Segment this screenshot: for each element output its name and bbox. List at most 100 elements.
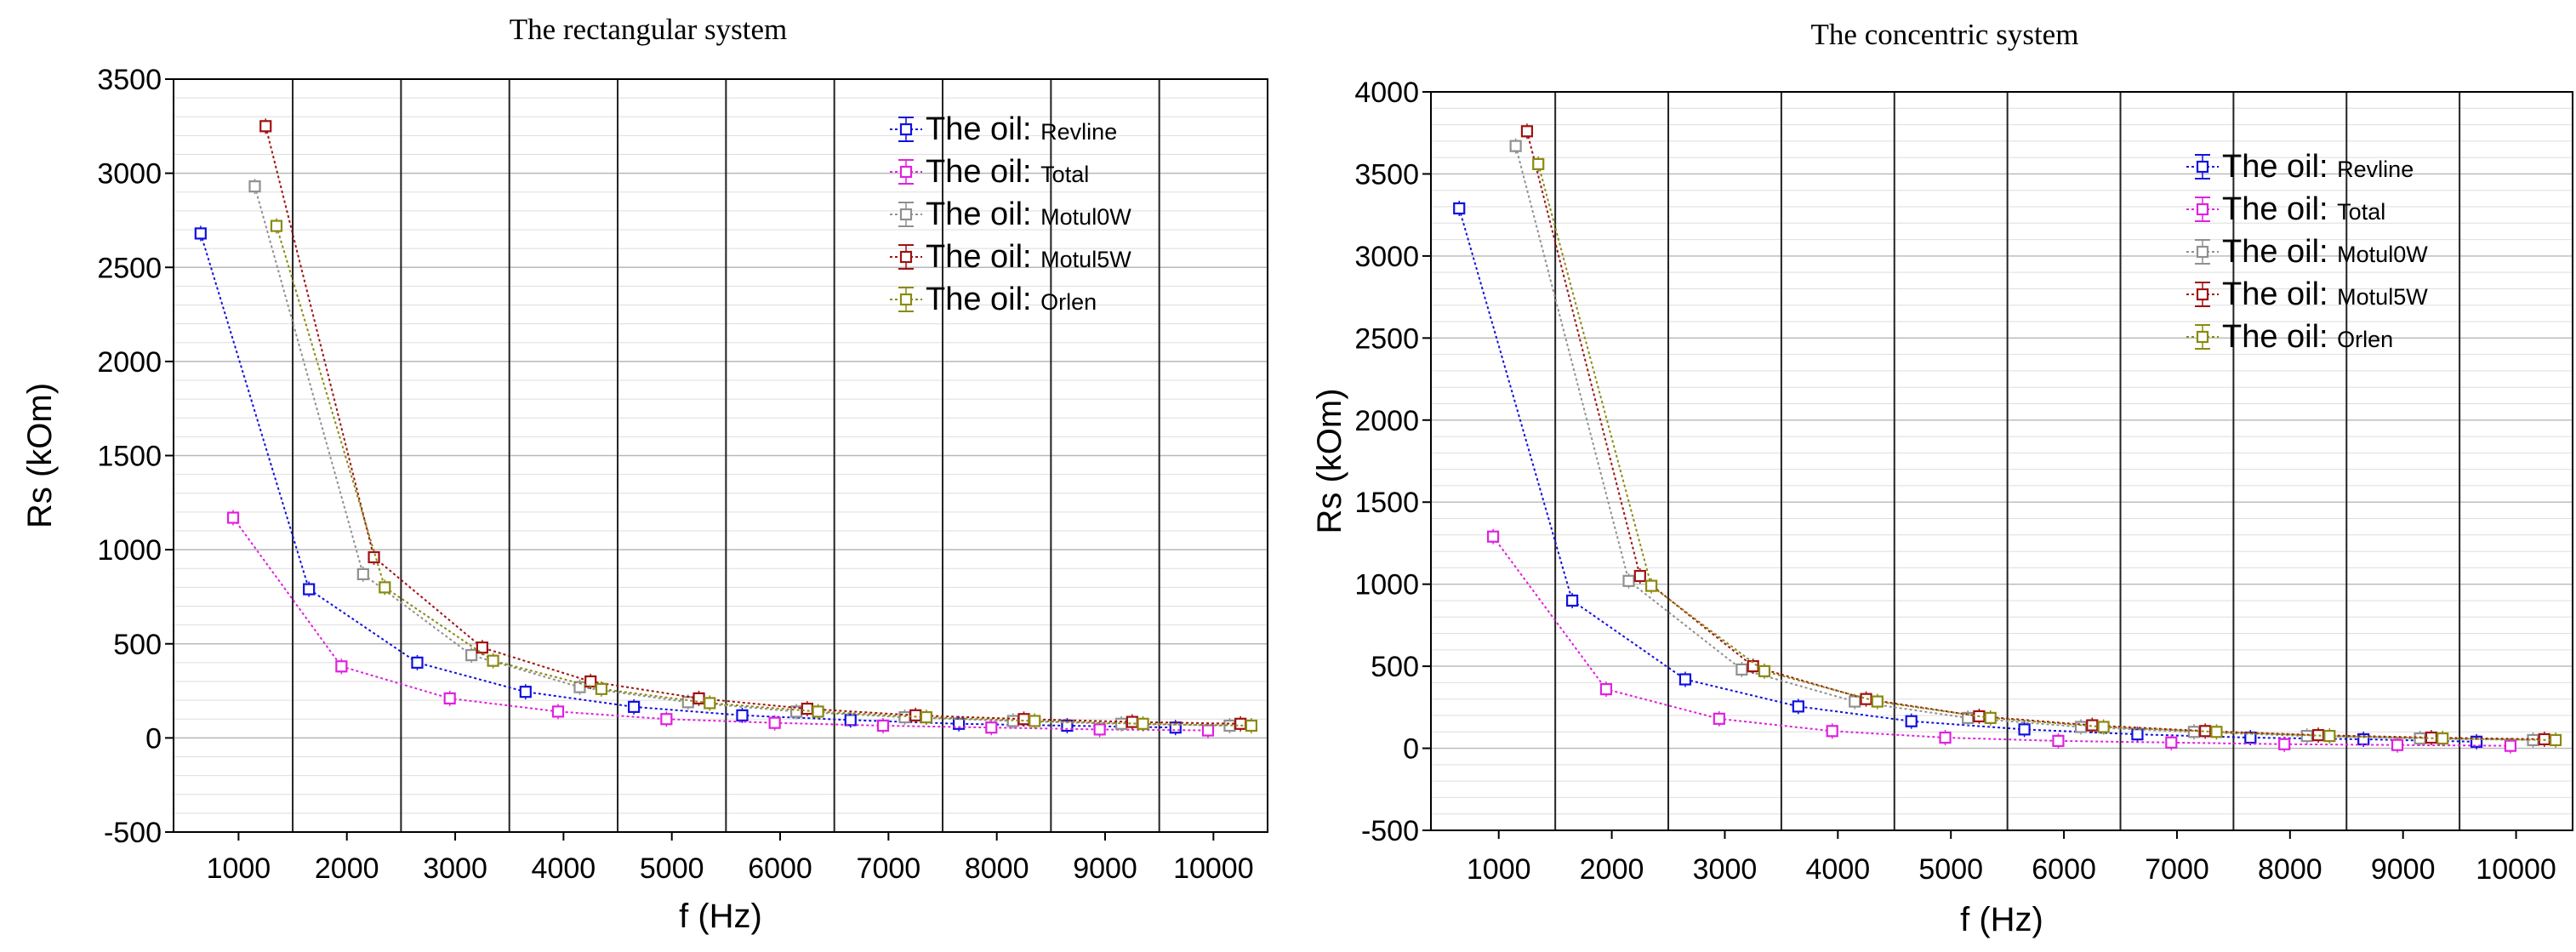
- data-point: [2187, 726, 2200, 738]
- x-tick-label: 7000: [2145, 853, 2209, 886]
- data-point: [303, 583, 316, 596]
- data-point: [2210, 726, 2223, 738]
- legend-label: The oil: Orlen: [2222, 319, 2393, 355]
- legend-series-name: Total: [2337, 199, 2385, 225]
- legend-series-name: Motul5W: [2337, 284, 2428, 310]
- legend-label: The oil: Motul0W: [926, 197, 1131, 232]
- legend-marker: [899, 165, 913, 179]
- series-orlen: [1532, 156, 2562, 748]
- legend-series-name: Total: [1040, 162, 1089, 187]
- y-tick-label: 0: [1403, 733, 1419, 766]
- legend-marker: [2196, 160, 2209, 174]
- chart-title: The rectangular system: [510, 13, 788, 46]
- x-axis-label: f (Hz): [679, 898, 762, 935]
- data-point: [1201, 724, 1215, 737]
- y-axis-label: Rs (kOm): [1311, 388, 1348, 533]
- series-motul5w: [1520, 123, 2550, 747]
- legend-marker: [899, 293, 913, 306]
- legend-label: The oil: Motul5W: [2222, 276, 2428, 312]
- data-point: [1137, 717, 1149, 730]
- legend-marker: [899, 250, 913, 264]
- data-point: [2391, 738, 2404, 751]
- legend-prefix: The oil:: [2222, 319, 2337, 355]
- chart-2: The concentric system -500 0 500 1000 1500 200…: [1311, 18, 2573, 938]
- y-tick-label: 2000: [97, 346, 162, 379]
- data-point: [2504, 739, 2517, 752]
- legend-prefix: The oil:: [2222, 234, 2337, 270]
- legend-marker: [2196, 245, 2209, 259]
- y-tick-label: 1500: [1354, 487, 1419, 519]
- legend-series-name: Motul5W: [1040, 247, 1131, 272]
- x-tick-label: 8000: [965, 852, 1029, 885]
- series-line: [1492, 536, 2510, 747]
- data-point: [2052, 734, 2065, 747]
- data-point: [1061, 719, 1074, 733]
- x-tick-label: 3000: [423, 852, 487, 885]
- y-tick-label: 0: [145, 722, 162, 755]
- data-point: [1849, 695, 1861, 708]
- legend-series-name: Motul0W: [1040, 204, 1131, 230]
- legend-series-name: Orlen: [1040, 289, 1097, 315]
- legend-label: The oil: Revline: [2222, 149, 2414, 185]
- data-point: [2074, 721, 2088, 733]
- legend-item-motul5w: The oil: Motul5W: [2186, 276, 2428, 312]
- x-tick-label: 9000: [1073, 852, 1137, 885]
- y-tick-label: 500: [1371, 651, 1419, 683]
- x-tick-label: 9000: [2371, 853, 2436, 886]
- legend-prefix: The oil:: [926, 111, 1040, 147]
- data-point: [1962, 711, 1975, 724]
- series-line: [265, 126, 1241, 725]
- y-tick-label: 3000: [1354, 241, 1419, 273]
- data-point: [1939, 731, 1952, 744]
- y-tick-label: 3500: [97, 64, 162, 96]
- data-point: [1245, 719, 1258, 733]
- x-tick-label: 10000: [1173, 852, 1254, 885]
- legend-marker: [2196, 202, 2209, 216]
- y-tick-label: 3500: [1354, 158, 1419, 191]
- legend-label: The oil: Orlen: [926, 282, 1097, 317]
- data-point: [2086, 719, 2099, 732]
- legend-series-name: Revline: [1040, 119, 1117, 145]
- legend-item-revline: The oil: Revline: [890, 111, 1117, 147]
- y-tick-label: -500: [1361, 815, 1419, 847]
- legend-label: The oil: Motul0W: [2222, 234, 2428, 270]
- data-point: [1758, 664, 1771, 677]
- series-line: [1514, 145, 2533, 741]
- data-point: [1453, 202, 1466, 215]
- x-tick-label: 1000: [207, 852, 271, 885]
- data-point: [1234, 717, 1247, 730]
- data-point: [248, 180, 261, 193]
- legend-label: The oil: Motul5W: [926, 239, 1131, 275]
- data-point: [1826, 725, 1838, 738]
- data-point: [1532, 157, 1545, 170]
- chart-1: The rectangular system -500 0 500 1000 1500 20…: [21, 13, 1268, 935]
- y-tick-label: -500: [104, 817, 162, 849]
- y-tick-label: 1000: [1354, 569, 1419, 601]
- legend-marker: [2196, 330, 2209, 344]
- chart-title: The concentric system: [1811, 18, 2079, 51]
- y-tick-label: 3000: [97, 158, 162, 191]
- data-point: [1713, 712, 1725, 725]
- series-total: [1486, 528, 2517, 754]
- data-point: [356, 567, 369, 580]
- x-tick-label: 6000: [2032, 853, 2096, 886]
- legend-item-total: The oil: Total: [890, 154, 1089, 190]
- x-tick-label: 4000: [1806, 853, 1871, 886]
- data-point: [1792, 700, 1804, 713]
- x-tick-label: 5000: [1918, 853, 1983, 886]
- data-point: [595, 682, 608, 695]
- data-point: [1622, 574, 1635, 587]
- y-tick-label: 1000: [97, 534, 162, 567]
- legend-prefix: The oil:: [2222, 149, 2337, 185]
- data-point: [2323, 729, 2336, 743]
- legend-prefix: The oil:: [926, 282, 1040, 317]
- data-point: [1093, 723, 1106, 736]
- data-point: [476, 641, 488, 654]
- legend-label: The oil: Total: [926, 154, 1089, 190]
- x-tick-label: 5000: [640, 852, 704, 885]
- legend-item-orlen: The oil: Orlen: [2186, 319, 2393, 355]
- data-point: [1984, 711, 1997, 724]
- data-point: [2097, 721, 2110, 733]
- data-point: [1860, 693, 1872, 705]
